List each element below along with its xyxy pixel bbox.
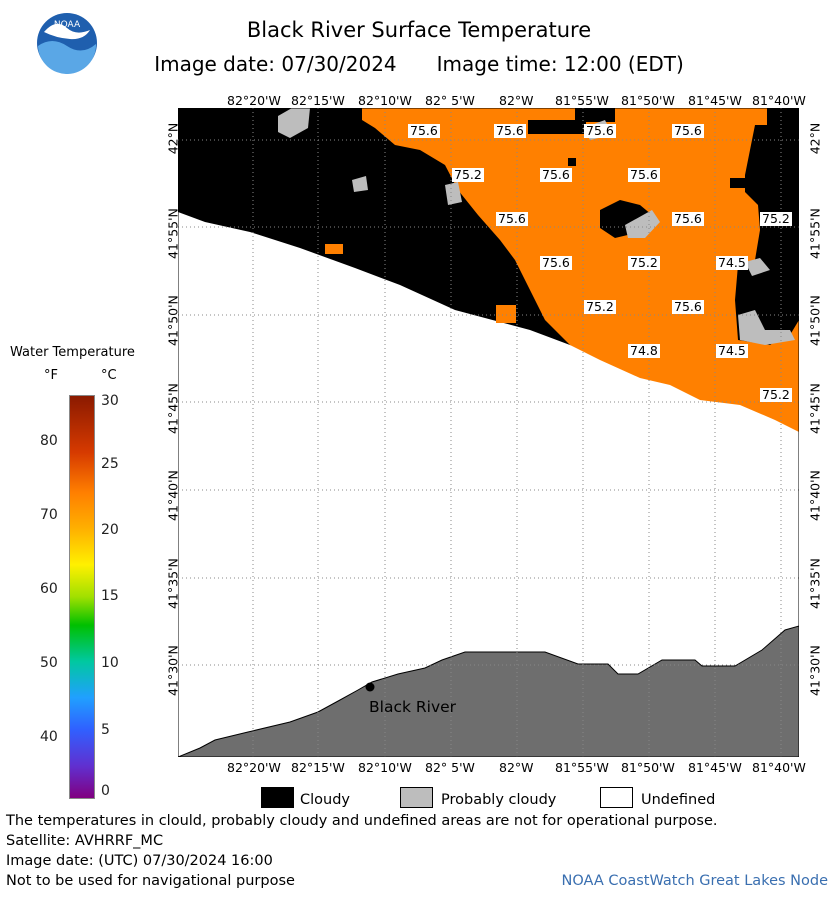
land-area: [178, 625, 799, 757]
cloud-patch: [575, 108, 615, 122]
lon-label-top: 82°15'W: [291, 93, 345, 108]
lon-label-bottom: 82°W: [499, 760, 534, 775]
utc-date: Image date: (UTC) 07/30/2024 16:00: [6, 853, 273, 869]
temp-label: 75.6: [672, 299, 704, 314]
credit: NOAA CoastWatch Great Lakes Node: [561, 873, 828, 889]
graticule: [178, 108, 799, 757]
lon-label-top: 82°W: [499, 93, 534, 108]
scale-label-c: 10: [101, 655, 119, 671]
lon-label-bottom: 81°50'W: [621, 760, 675, 775]
temp-label: 75.6: [628, 167, 660, 182]
undefined-key-label: Undefined: [641, 792, 716, 808]
probably-cloudy-key-label: Probably cloudy: [441, 792, 557, 808]
black-river-marker: [365, 682, 375, 692]
scale-label-f: 70: [40, 507, 58, 523]
black-river-label: Black River: [369, 698, 457, 716]
lon-label-top: 82°20'W: [227, 93, 281, 108]
lat-label-right: 41°50'N: [807, 295, 823, 346]
cloud-patch: [745, 108, 799, 178]
temp-label: 75.2: [452, 167, 484, 182]
image-time: Image time: 12:00 (EDT): [436, 52, 684, 76]
scale-label-c: 30: [101, 393, 119, 409]
image-datetime: Image date: 07/30/2024 Image time: 12:00 …: [0, 52, 838, 76]
lat-label-right: 41°45'N: [807, 383, 823, 434]
temp-label: 75.2: [760, 211, 792, 226]
lat-label-right: 41°35'N: [807, 558, 823, 609]
lat-label-right: 41°55'N: [807, 208, 823, 259]
temp-label: 75.6: [672, 211, 704, 226]
cloudy-swatch: [261, 787, 294, 808]
scale-label-f: 60: [40, 581, 58, 597]
undefined-swatch: [600, 787, 633, 808]
temp-label: 75.6: [584, 123, 616, 138]
lon-label-bottom: 82°20'W: [227, 760, 281, 775]
lon-label-top: 81°55'W: [555, 93, 609, 108]
probably-cloudy-patch: [625, 210, 660, 238]
lon-label-top: 81°45'W: [688, 93, 742, 108]
nav-warning: Not to be used for navigational purpose: [6, 873, 295, 889]
legend-unit-f: °F: [44, 368, 58, 383]
scale-label-c: 5: [101, 722, 110, 738]
scale-label-c: 15: [101, 588, 119, 604]
sst-speck: [496, 305, 516, 323]
legend-unit-c: °C: [101, 368, 117, 383]
lon-label-bottom: 81°55'W: [555, 760, 609, 775]
temp-label: 74.5: [716, 255, 748, 270]
lat-label-right: 41°30'N: [807, 645, 823, 696]
lon-label-top: 82°10'W: [358, 93, 412, 108]
color-scale-bar: [69, 395, 95, 799]
cloudy-key-label: Cloudy: [300, 792, 350, 808]
temp-label: 74.8: [628, 343, 660, 358]
sst-map: [178, 108, 799, 757]
noaa-logo: NOAA: [36, 12, 98, 75]
probably-cloudy-patch: [445, 182, 462, 205]
temp-label: 75.6: [672, 123, 704, 138]
satellite-info: Satellite: AVHRRF_MC: [6, 833, 164, 849]
sst-speck: [325, 244, 343, 254]
lon-label-top: 81°50'W: [621, 93, 675, 108]
temp-label: 75.2: [760, 387, 792, 402]
cloud-patch: [730, 178, 750, 188]
page-title: Black River Surface Temperature: [246, 18, 592, 42]
cloud-patch: [528, 120, 586, 134]
temp-label: 75.6: [540, 255, 572, 270]
lon-label-bottom: 82° 5'W: [425, 760, 475, 775]
noaa-logo-text: NOAA: [54, 20, 81, 30]
lon-label-bottom: 82°15'W: [291, 760, 345, 775]
lon-label-bottom: 81°40'W: [752, 760, 806, 775]
scale-label-c: 25: [101, 456, 119, 472]
scale-label-f: 80: [40, 433, 58, 449]
lat-label-right: 41°40'N: [807, 470, 823, 521]
lon-label-bottom: 81°45'W: [688, 760, 742, 775]
probably-cloudy-patch: [352, 176, 368, 192]
sst-region: [362, 108, 799, 432]
temp-label: 75.6: [494, 123, 526, 138]
scale-label-f: 40: [40, 729, 58, 745]
lon-label-bottom: 82°10'W: [358, 760, 412, 775]
temp-label: 75.6: [408, 123, 440, 138]
scale-label-f: 50: [40, 655, 58, 671]
lon-label-top: 81°40'W: [752, 93, 806, 108]
temp-label: 75.2: [628, 255, 660, 270]
temp-label: 75.6: [540, 167, 572, 182]
probably-cloudy-patch: [278, 108, 310, 138]
temp-label: 74.5: [716, 343, 748, 358]
cloud-patch: [568, 158, 576, 166]
lon-label-top: 82° 5'W: [425, 93, 475, 108]
temp-label: 75.6: [496, 211, 528, 226]
temp-label: 75.2: [584, 299, 616, 314]
image-date: Image date: 07/30/2024: [154, 52, 397, 76]
scale-label-c: 0: [101, 783, 110, 799]
scale-label-c: 20: [101, 522, 119, 538]
probably-cloudy-patch: [745, 258, 770, 276]
probably-cloudy-swatch: [400, 787, 433, 808]
disclaimer: The temperatures in clould, probably clo…: [6, 813, 718, 829]
lat-label-right: 42°N: [807, 122, 823, 155]
legend-title: Water Temperature: [10, 345, 135, 360]
